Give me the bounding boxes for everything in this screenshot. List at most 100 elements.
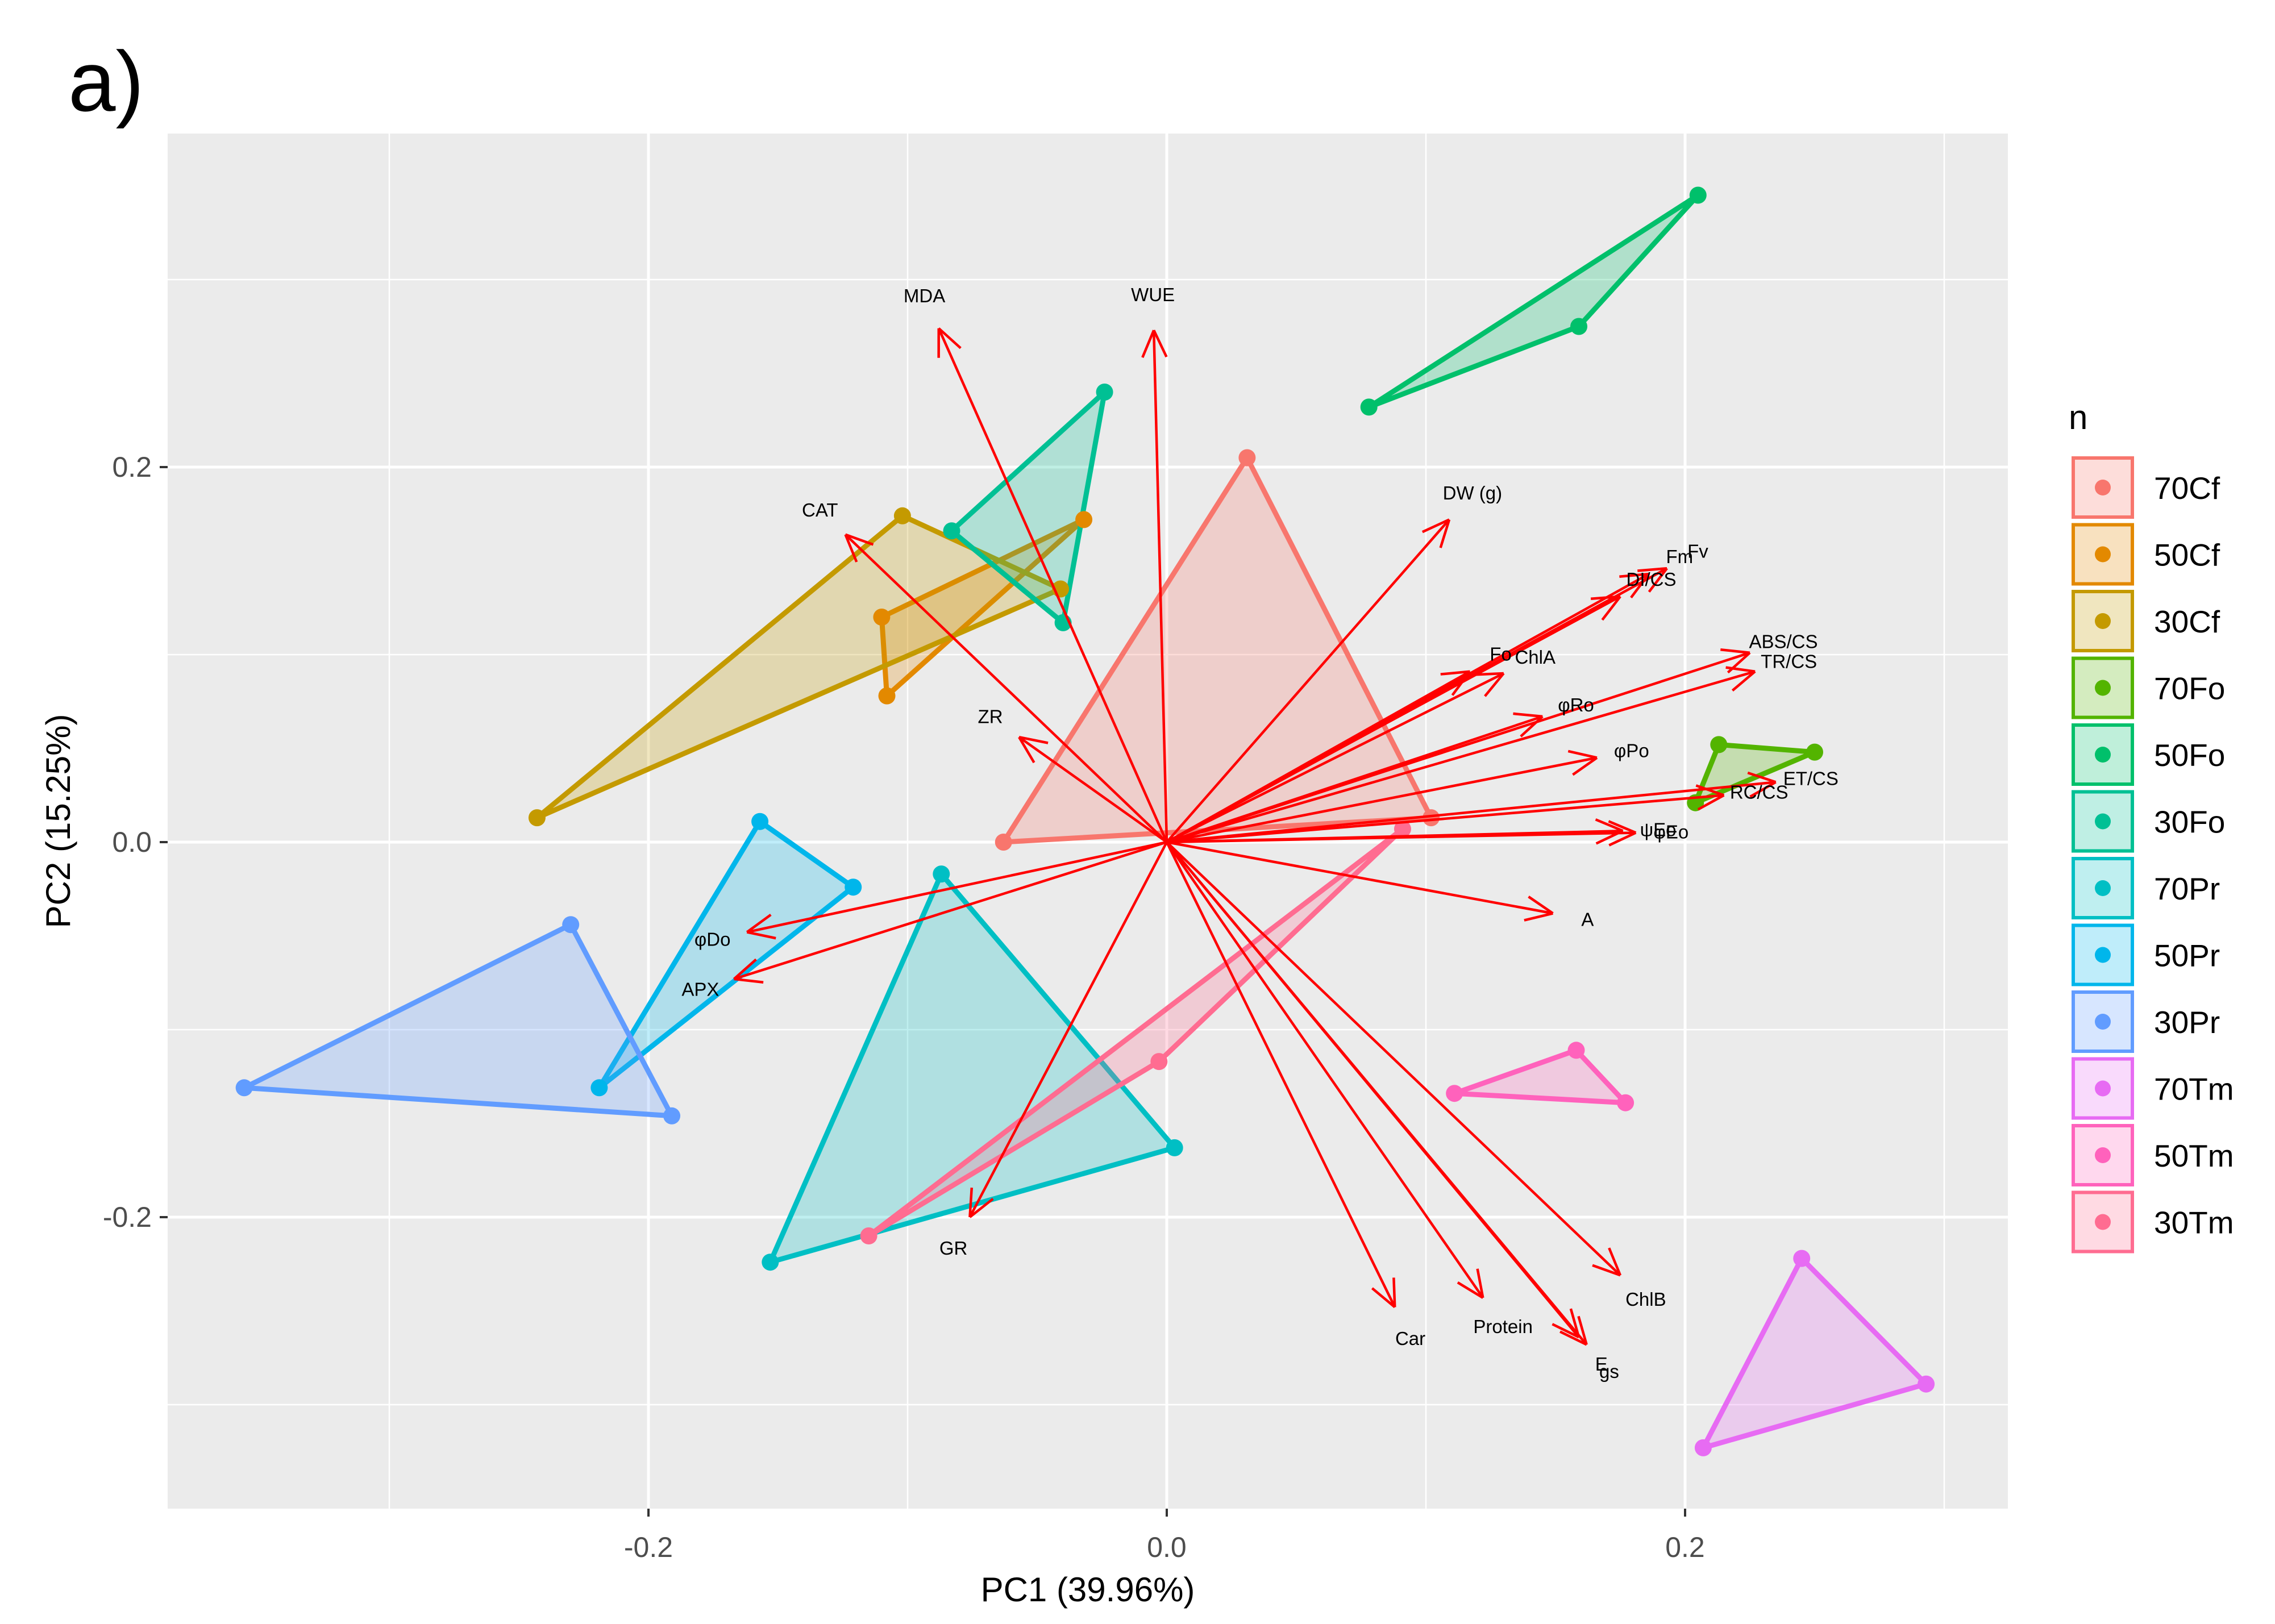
legend-label: 30Pr	[2154, 1005, 2220, 1040]
x-axis-title: PC1 (39.96%)	[981, 1571, 1195, 1609]
point-30Tm	[860, 1227, 877, 1244]
loading-label-DW (g): DW (g)	[1443, 482, 1502, 503]
loading-label-Protein: Protein	[1473, 1316, 1533, 1337]
legend-key-point	[2095, 546, 2111, 563]
arrow-shaft	[1166, 715, 1543, 844]
point-70Pr	[762, 1254, 779, 1271]
arrow-shaft	[1166, 518, 1450, 843]
hull-50Tm	[1451, 1047, 1628, 1106]
legend-item-70Fo: 70Fo	[2072, 656, 2225, 719]
legend-item-30Fo: 30Fo	[2072, 790, 2225, 853]
arrow-DW (g)	[1166, 518, 1451, 843]
arrow-head	[1524, 912, 1553, 922]
y-axis-title: PC2 (15.25%)	[39, 714, 77, 928]
y-tick-label: 0.2	[112, 451, 152, 483]
legend-label: 30Tm	[2154, 1205, 2234, 1240]
arrow-head	[1451, 671, 1471, 696]
arrow-shaft	[1152, 330, 1168, 843]
arrow-head	[1731, 670, 1756, 692]
hull-50Pr	[596, 819, 856, 1090]
arrow-shaft	[968, 841, 1168, 1218]
group-hulls	[242, 193, 1929, 1451]
arrow-head	[1747, 771, 1777, 784]
point-50Cf	[873, 609, 891, 626]
point-70Tm	[1918, 1375, 1935, 1393]
arrow-head	[1552, 1323, 1580, 1339]
arrow-shaft	[1166, 841, 1580, 1338]
point-50Pr	[751, 813, 769, 830]
arrow-Protein	[1166, 841, 1484, 1299]
arrow-head	[1440, 670, 1470, 676]
arrow-shaft	[1166, 841, 1484, 1299]
arrow-head	[969, 1198, 994, 1218]
arrow-CAT	[844, 533, 1168, 843]
point-70Cf	[1238, 449, 1256, 467]
hull-30Tm	[866, 826, 1405, 1239]
loading-label-MDA: MDA	[904, 285, 945, 306]
legend-item-50Cf: 50Cf	[2072, 523, 2220, 586]
loading-label-Car: Car	[1395, 1328, 1425, 1349]
arrow-head	[1637, 567, 1667, 572]
arrow-head	[1619, 572, 1649, 578]
arrow-φEo	[1166, 820, 1637, 847]
hull-50Cf	[879, 517, 1087, 699]
arrow-shaft	[1166, 841, 1621, 1276]
point-50Cf	[878, 687, 896, 705]
arrow-ChlA	[1166, 672, 1505, 844]
legend-label: 70Cf	[2154, 470, 2220, 506]
loading-label-ABS/CS: ABS/CS	[1749, 631, 1817, 652]
arrow-shaft	[1166, 670, 1471, 843]
point-50Tm	[1617, 1094, 1634, 1111]
arrow-shaft	[1166, 781, 1776, 844]
arrow-head	[733, 958, 757, 980]
point-70Pr	[933, 865, 950, 883]
point-30Cf	[893, 507, 911, 524]
loading-label-Fo: Fo	[1490, 643, 1512, 664]
legend-key-point	[2095, 680, 2111, 696]
arrow-head	[1476, 1268, 1484, 1298]
legend-key-point	[2095, 613, 2111, 629]
point-50Fo	[1689, 186, 1707, 204]
arrow-φDo	[746, 840, 1167, 940]
hull-70Tm	[1700, 1256, 1929, 1451]
point-30Pr	[562, 916, 580, 934]
loading-label-ET/CS: ET/CS	[1783, 768, 1839, 789]
point-50Fo	[1360, 398, 1378, 416]
y-tick-label: -0.2	[103, 1201, 152, 1233]
loading-label-A: A	[1581, 909, 1594, 930]
legend-key-point	[2095, 813, 2111, 830]
arrow-head	[1520, 715, 1544, 738]
x-axis-ticks: -0.2 0.0 0.2	[624, 1509, 1705, 1563]
arrow-shaft	[1166, 595, 1621, 843]
point-70Cf	[995, 834, 1012, 851]
legend-item-30Tm: 30Tm	[2072, 1190, 2234, 1254]
arrow-head	[1513, 712, 1543, 718]
arrow-head	[1371, 1287, 1396, 1309]
arrow-head	[1559, 1330, 1587, 1346]
point-70Cf	[1423, 809, 1440, 827]
legend-key-point	[2095, 480, 2111, 495]
loading-label-φDo: φDo	[694, 928, 731, 950]
legend-title: n	[2069, 398, 2087, 436]
arrow-TR/CS	[1166, 666, 1756, 844]
arrow-head	[1608, 1247, 1622, 1276]
legend-key-point	[2095, 880, 2111, 896]
legend-item-70Cf: 70Cf	[2072, 456, 2220, 519]
arrow-head	[1018, 736, 1035, 764]
arrow-shaft	[1165, 842, 1396, 1308]
legend-key-point	[2095, 1147, 2111, 1163]
legend-label: 30Cf	[2154, 604, 2220, 639]
y-axis-ticks: -0.2 0.0 0.2	[103, 451, 168, 1233]
point-70Fo	[1710, 736, 1728, 753]
point-70Fo	[1806, 743, 1823, 761]
hull-70Pr	[767, 871, 1178, 1265]
legend-key	[2072, 1124, 2134, 1186]
arrow-head	[938, 327, 962, 349]
arrow-head	[1695, 784, 1725, 797]
arrow-head	[746, 913, 772, 934]
arrow-head	[1457, 1281, 1484, 1299]
point-30Cf	[528, 809, 546, 827]
legend-key-point	[2095, 747, 2111, 763]
